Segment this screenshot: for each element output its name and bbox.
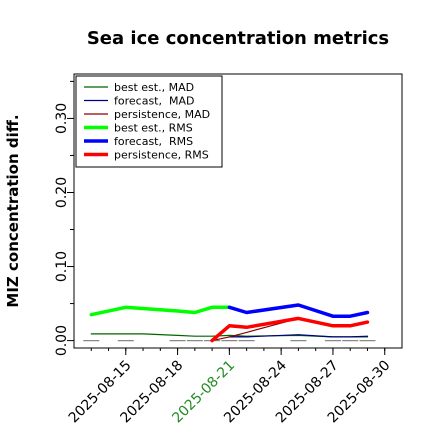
legend-label: best est., RMS [114, 122, 193, 135]
legend-label: persistence, RMS [114, 149, 209, 162]
y-tick-label: 0.10 [54, 251, 70, 282]
legend-box [75, 75, 223, 168]
series-line-best-est-rms [89, 305, 232, 317]
chart-title: Sea ice concentration metrics [87, 28, 389, 49]
y-tick-label: 0.20 [54, 177, 70, 208]
y-axis-ticks: 0.00 0.10 0.20 0.30 [54, 80, 74, 356]
legend-label: best est., MAD [114, 81, 194, 94]
y-tick-label: 0.00 [54, 325, 70, 356]
plot-area-frame [73, 73, 403, 349]
legend-label: forecast, MAD [114, 95, 194, 108]
series-line-forecast-mad [228, 334, 369, 338]
legend-label: forecast, RMS [114, 135, 193, 148]
y-tick-label: 0.30 [54, 103, 70, 134]
series-line-persistence-rms [210, 316, 370, 343]
series-line-forecast-rms [227, 303, 370, 318]
legend-label: persistence, MAD [114, 108, 210, 121]
series-lines [89, 303, 370, 343]
y-axis-label: MIZ concentration diff. [4, 114, 22, 307]
x-axis-ticks: 2025-08-152025-08-182025-08-212025-08-24… [66, 348, 394, 426]
